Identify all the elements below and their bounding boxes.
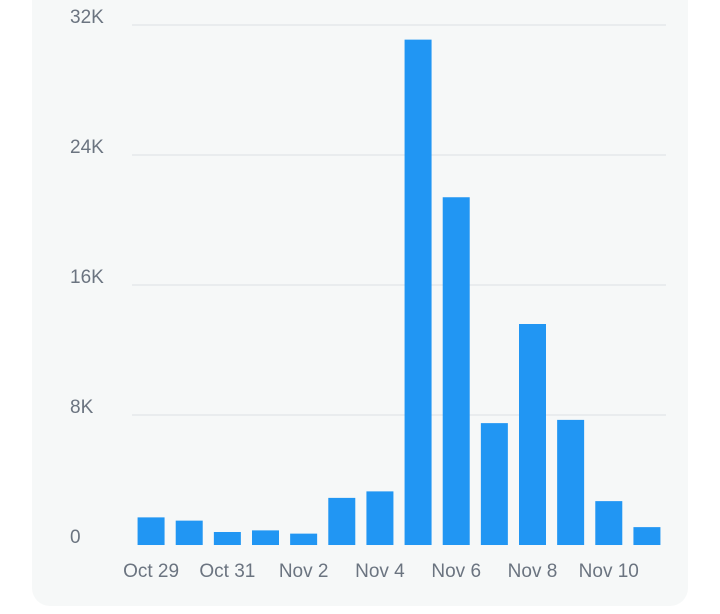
bar [328,497,356,546]
bar [366,491,394,546]
y-tick-label: 24K [70,137,104,158]
bar [252,530,279,546]
x-tick-label: Oct 29 [123,561,179,582]
bar [557,419,585,546]
y-tick-label: 8K [70,397,94,418]
bar [595,501,623,546]
bar [213,532,241,545]
bars [137,39,661,546]
x-tick-label: Nov 8 [508,561,558,582]
gridlines [132,24,666,416]
x-tick-label: Nov 4 [355,561,405,582]
bar [633,527,661,546]
x-tick-label: Nov 2 [279,561,329,582]
bar [290,533,318,546]
bar [404,39,432,546]
bar [137,517,165,546]
bar [519,324,546,545]
x-tick-label: Oct 31 [199,561,255,582]
x-axis-ticks: Oct 29 Oct 31 Nov 2 Nov 4 Nov 6 Nov 8 Nov 10 [123,561,639,582]
bar [480,423,508,546]
x-tick-label: Nov 6 [431,561,481,582]
bar [175,520,203,546]
y-tick-label: 32K [70,7,104,28]
x-tick-label: Nov 10 [579,561,639,582]
y-axis-ticks: 0 8K 16K 24K 32K [70,7,104,548]
bar [442,197,470,545]
y-tick-label: 0 [70,527,81,548]
y-tick-label: 16K [70,267,104,288]
